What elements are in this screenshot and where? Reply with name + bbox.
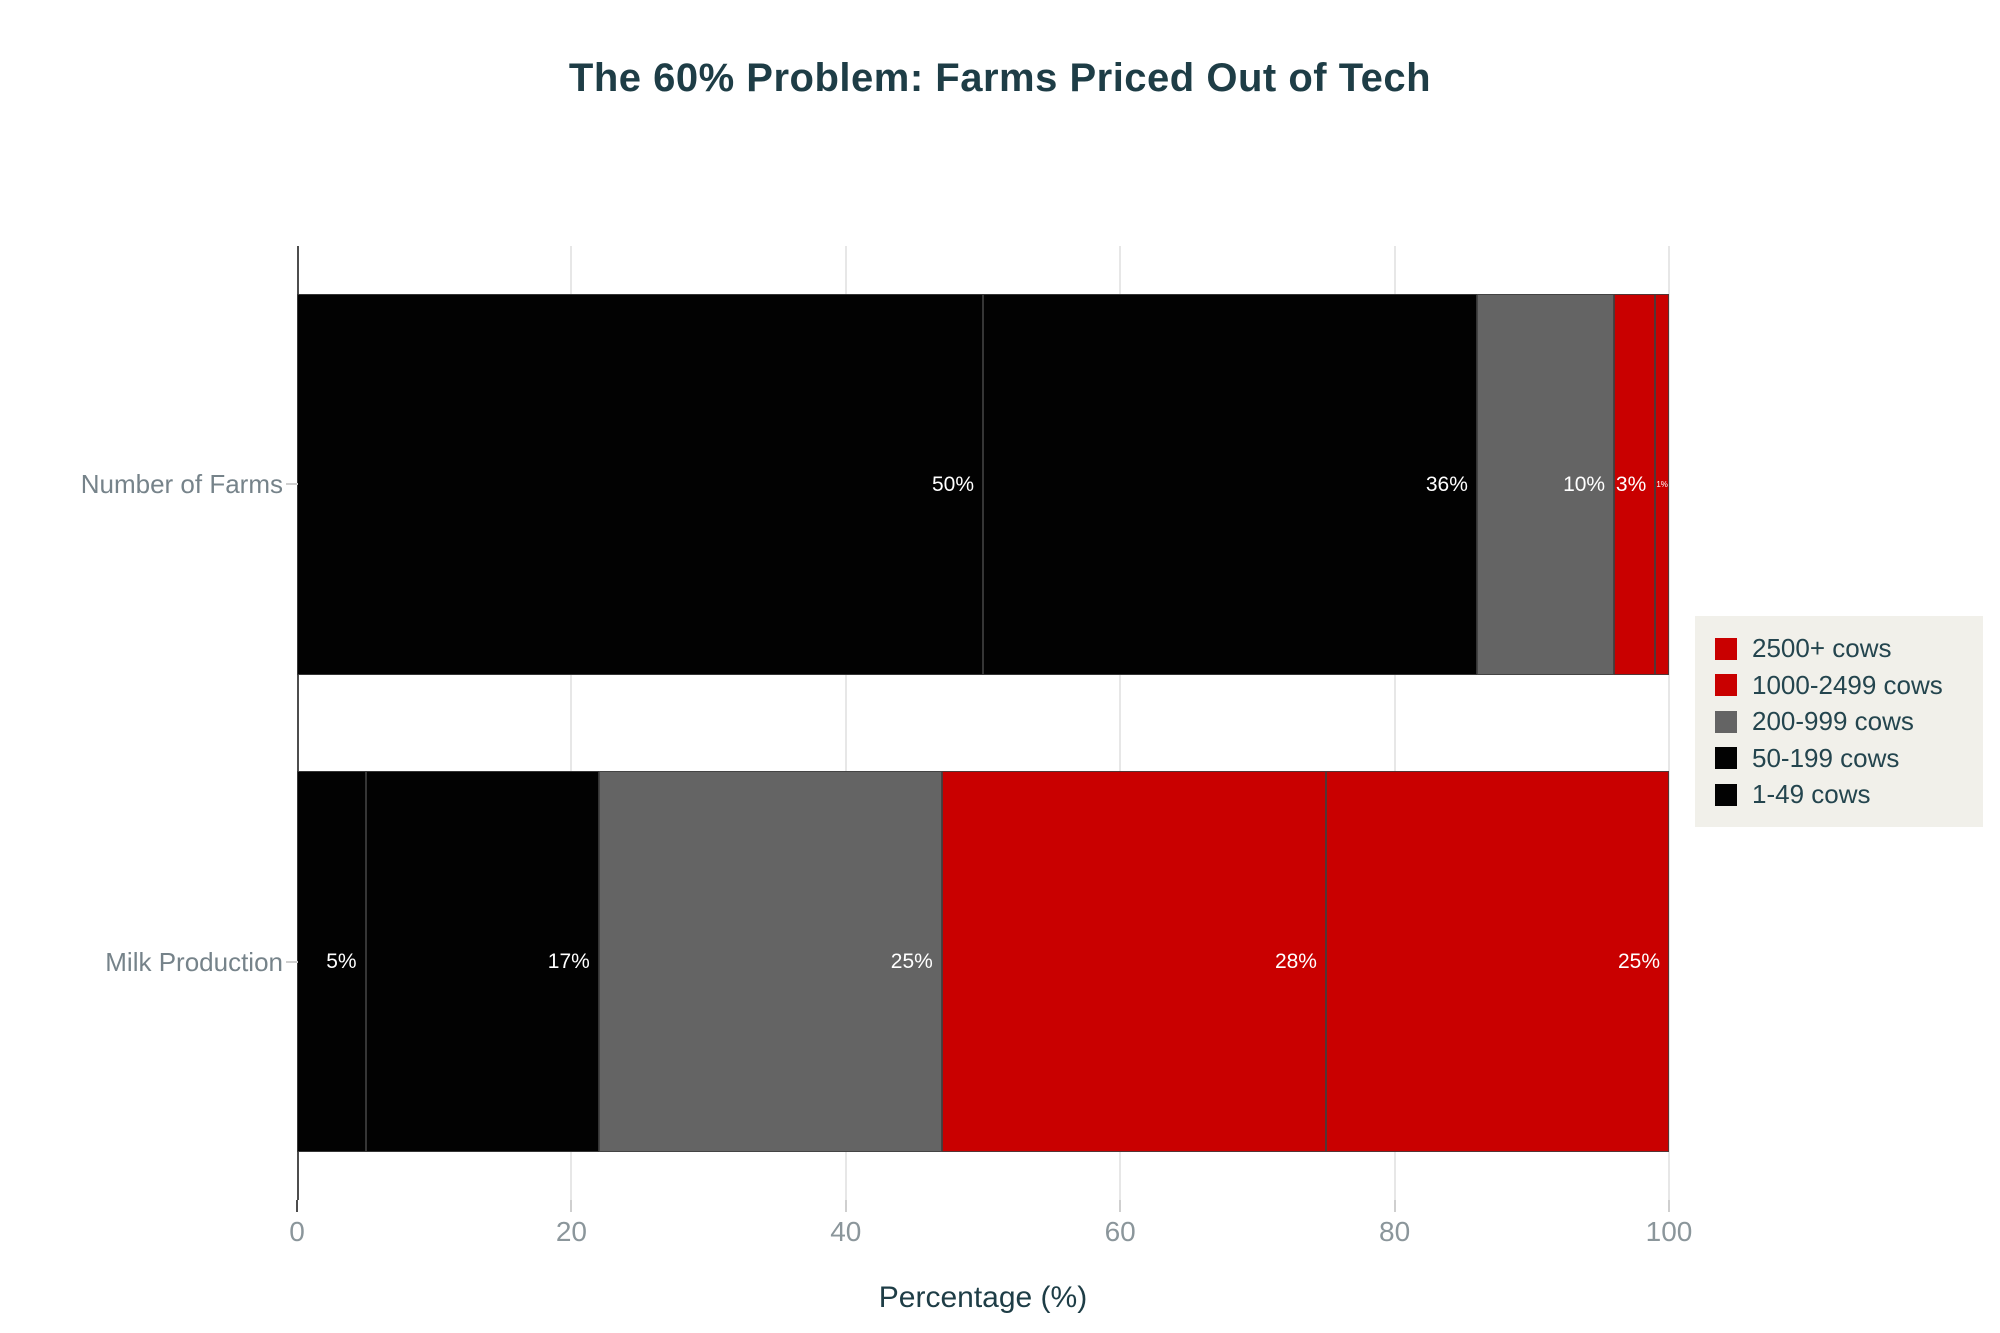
x-axis-tick-40	[844, 1200, 847, 1212]
x-axis-tick-0	[296, 1200, 298, 1212]
bar-segment-value-label: 36%	[1425, 472, 1468, 496]
bar-milk-production: 5% 17% 25% 28% 25%	[297, 771, 1669, 1152]
bar-segment-milk-production-2500-cows[interactable]: 25%	[1326, 771, 1669, 1152]
bar-segment-milk-production-1-49-cows[interactable]: 5%	[297, 771, 366, 1152]
legend-label: 1000-2499 cows	[1752, 669, 1943, 700]
bar-segment-milk-production-50-199-cows[interactable]: 17%	[365, 771, 599, 1152]
legend-item-200-999-cows[interactable]: 200-999 cows	[1715, 706, 1983, 737]
bar-segment-value-label: 3%	[1615, 472, 1647, 496]
legend-item-1-49-cows[interactable]: 1-49 cows	[1715, 779, 1983, 810]
bar-segment-value-label: 1%	[1656, 480, 1668, 489]
bar-segment-number-of-farms-1-49-cows[interactable]: 50%	[297, 294, 983, 675]
bar-segment-milk-production-200-999-cows[interactable]: 25%	[598, 771, 942, 1152]
bar-segment-value-label: 25%	[890, 949, 933, 973]
y-category-label-number-of-farms: Number of Farms	[80, 469, 283, 499]
bar-segment-number-of-farms-1000-2499-cows[interactable]: 3%	[1614, 294, 1656, 675]
legend-swatch-2500-cows	[1715, 637, 1737, 660]
x-axis-tick-label-40: 40	[830, 1216, 862, 1247]
x-axis-tick-label-60: 60	[1104, 1216, 1136, 1247]
y-category-label-milk-production: Milk Production	[105, 947, 283, 977]
bar-segment-value-label: 50%	[931, 472, 974, 496]
legend-swatch-200-999-cows	[1715, 710, 1737, 733]
x-axis-tick-label-20: 20	[555, 1216, 587, 1247]
legend: 2500+ cows 1000-2499 cows 200-999 cows 50-1…	[1695, 616, 1983, 827]
bar-segment-value-label: 25%	[1617, 949, 1660, 973]
gridline-x-100	[1668, 246, 1670, 1200]
legend-label: 2500+ cows	[1752, 633, 1892, 663]
legend-swatch-1-49-cows	[1715, 783, 1737, 806]
legend-item-1000-2499-cows[interactable]: 1000-2499 cows	[1715, 670, 1983, 701]
bar-segment-number-of-farms-2500-cows[interactable]: 1%	[1655, 294, 1669, 675]
bar-segment-number-of-farms-50-199-cows[interactable]: 36%	[983, 294, 1477, 675]
y-axis-tick	[286, 961, 298, 963]
gridline-x-20	[570, 246, 573, 1200]
gridline-x-40	[844, 246, 847, 1200]
x-axis-tick-label-80: 80	[1379, 1216, 1411, 1247]
x-axis-tick-label-100: 100	[1645, 1216, 1693, 1247]
x-axis-tick-80	[1393, 1200, 1396, 1212]
bar-segment-milk-production-1000-2499-cows[interactable]: 28%	[941, 771, 1326, 1152]
gridline-x-60	[1119, 246, 1122, 1200]
legend-item-2500-cows[interactable]: 2500+ cows	[1715, 633, 1983, 664]
x-axis-title: Percentage (%)	[878, 1281, 1088, 1314]
legend-swatch-50-199-cows	[1715, 747, 1737, 769]
bar-segment-value-label: 5%	[326, 949, 357, 973]
bar-segment-value-label: 10%	[1563, 472, 1606, 496]
x-axis-tick-100	[1668, 1200, 1670, 1212]
x-axis-tick-label-0: 0	[289, 1216, 305, 1247]
y-axis-line	[297, 246, 299, 1200]
bar-segment-value-label: 17%	[547, 949, 590, 973]
plot-area: 50% 36% 10% 3% 1% 5% 17% 25% 28% 25%	[297, 246, 1670, 1200]
legend-item-50-199-cows[interactable]: 50-199 cows	[1715, 743, 1983, 774]
chart-title: The 60% Problem: Farms Priced Out of Tec…	[568, 56, 1432, 100]
legend-swatch-1000-2499-cows	[1715, 674, 1737, 696]
y-axis-tick	[286, 483, 298, 485]
legend-label: 200-999 cows	[1752, 706, 1914, 736]
gridline-x-80	[1393, 246, 1396, 1200]
bar-segment-number-of-farms-200-999-cows[interactable]: 10%	[1476, 294, 1615, 675]
x-axis-tick-60	[1119, 1200, 1122, 1212]
x-axis-tick-20	[570, 1200, 573, 1212]
legend-label: 1-49 cows	[1752, 779, 1871, 809]
bar-number-of-farms: 50% 36% 10% 3% 1%	[297, 294, 1669, 675]
bar-segment-value-label: 28%	[1274, 949, 1317, 973]
legend-label: 50-199 cows	[1752, 742, 1900, 773]
